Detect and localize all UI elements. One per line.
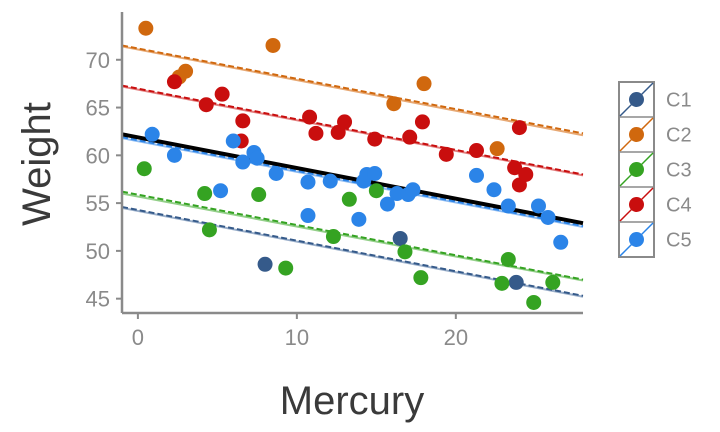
legend-label-c1: C1 bbox=[666, 90, 692, 112]
data-point-c3 bbox=[197, 186, 213, 202]
data-point-c4 bbox=[198, 97, 214, 113]
data-point-c3 bbox=[526, 294, 542, 310]
data-point-c3 bbox=[500, 251, 516, 267]
data-point-c1 bbox=[257, 256, 273, 272]
x-tick-label: 10 bbox=[285, 325, 309, 350]
data-point-c2 bbox=[178, 63, 194, 79]
y-tick-label: 50 bbox=[86, 239, 110, 264]
data-point-c3 bbox=[325, 229, 341, 245]
data-point-c5 bbox=[405, 182, 421, 198]
data-point-c5 bbox=[500, 198, 516, 214]
data-point-c5 bbox=[268, 165, 284, 181]
data-point-c3 bbox=[136, 161, 152, 177]
data-point-c5 bbox=[235, 154, 251, 170]
legend-label-c3: C3 bbox=[666, 160, 692, 182]
data-point-c4 bbox=[402, 129, 418, 145]
data-point-c3 bbox=[341, 191, 357, 207]
data-point-c5 bbox=[379, 196, 395, 212]
legend: C1 C2 C3 C4 C5 bbox=[618, 81, 692, 258]
data-point-c3 bbox=[278, 260, 294, 276]
data-point-c5 bbox=[367, 165, 383, 181]
dashed-fit-line-c4 bbox=[121, 84, 584, 176]
data-point-c5 bbox=[213, 183, 229, 199]
x-axis-title: Mercury bbox=[280, 379, 424, 423]
data-point-c5 bbox=[468, 167, 484, 183]
data-point-c3 bbox=[494, 275, 510, 291]
legend-marker-c2 bbox=[629, 127, 644, 142]
data-point-c4 bbox=[337, 114, 353, 130]
legend-label-c2: C2 bbox=[666, 125, 692, 147]
data-point-c5 bbox=[530, 198, 546, 214]
data-point-c4 bbox=[507, 160, 523, 176]
y-axis-title: Weight bbox=[15, 102, 59, 226]
data-point-c2 bbox=[386, 96, 402, 112]
data-point-c4 bbox=[308, 125, 324, 141]
data-points bbox=[136, 20, 569, 310]
data-point-c4 bbox=[367, 131, 383, 147]
fit-line-c2 bbox=[121, 45, 584, 137]
data-point-c2 bbox=[265, 37, 281, 53]
data-point-c5 bbox=[300, 174, 316, 190]
data-point-c3 bbox=[397, 244, 413, 260]
y-tick-label: 70 bbox=[86, 48, 110, 73]
data-point-c4 bbox=[235, 113, 251, 129]
data-point-c5 bbox=[322, 173, 338, 189]
data-point-c5 bbox=[166, 147, 182, 163]
fit-lines bbox=[121, 44, 584, 298]
data-point-c1 bbox=[392, 230, 408, 246]
data-point-c4 bbox=[414, 114, 430, 130]
data-point-c5 bbox=[351, 211, 367, 227]
legend-marker-c5 bbox=[629, 232, 644, 247]
data-point-c3 bbox=[251, 187, 267, 203]
data-point-c5 bbox=[144, 126, 160, 142]
y-tick-label: 60 bbox=[86, 143, 110, 168]
x-tick-label: 20 bbox=[444, 325, 468, 350]
y-tick-label: 55 bbox=[86, 191, 110, 216]
data-point-c5 bbox=[300, 208, 316, 224]
data-point-c3 bbox=[368, 183, 384, 199]
data-point-c5 bbox=[486, 182, 502, 198]
y-tick-label: 65 bbox=[86, 96, 110, 121]
data-point-c3 bbox=[201, 222, 217, 238]
x-tick-label: 0 bbox=[132, 325, 144, 350]
data-point-c3 bbox=[545, 274, 561, 290]
data-point-c4 bbox=[166, 74, 182, 90]
axis-ticks: 0 10 20 45 50 55 60 65 70 bbox=[86, 48, 469, 350]
legend-label-c5: C5 bbox=[666, 230, 692, 252]
data-point-c2 bbox=[138, 20, 154, 36]
data-point-c5 bbox=[225, 133, 241, 149]
data-point-c4 bbox=[511, 120, 527, 136]
legend-marker-c4 bbox=[629, 197, 644, 212]
data-point-c4 bbox=[518, 166, 534, 182]
data-point-c5 bbox=[249, 150, 265, 166]
dashed-fit-line-c2 bbox=[121, 44, 584, 135]
y-tick-label: 45 bbox=[86, 287, 110, 312]
data-point-c5 bbox=[553, 234, 569, 250]
legend-label-c4: C4 bbox=[666, 195, 692, 217]
data-point-c2 bbox=[489, 141, 505, 157]
data-point-c3 bbox=[413, 270, 429, 286]
legend-marker-c1 bbox=[629, 92, 644, 107]
data-point-c4 bbox=[468, 143, 484, 159]
data-point-c1 bbox=[508, 274, 524, 290]
data-point-c4 bbox=[438, 146, 454, 162]
legend-marker-c3 bbox=[629, 162, 644, 177]
data-point-c5 bbox=[540, 209, 556, 225]
data-point-c4 bbox=[214, 86, 230, 102]
data-point-c4 bbox=[302, 109, 318, 125]
data-point-c2 bbox=[416, 76, 432, 92]
data-point-c5 bbox=[389, 186, 405, 202]
